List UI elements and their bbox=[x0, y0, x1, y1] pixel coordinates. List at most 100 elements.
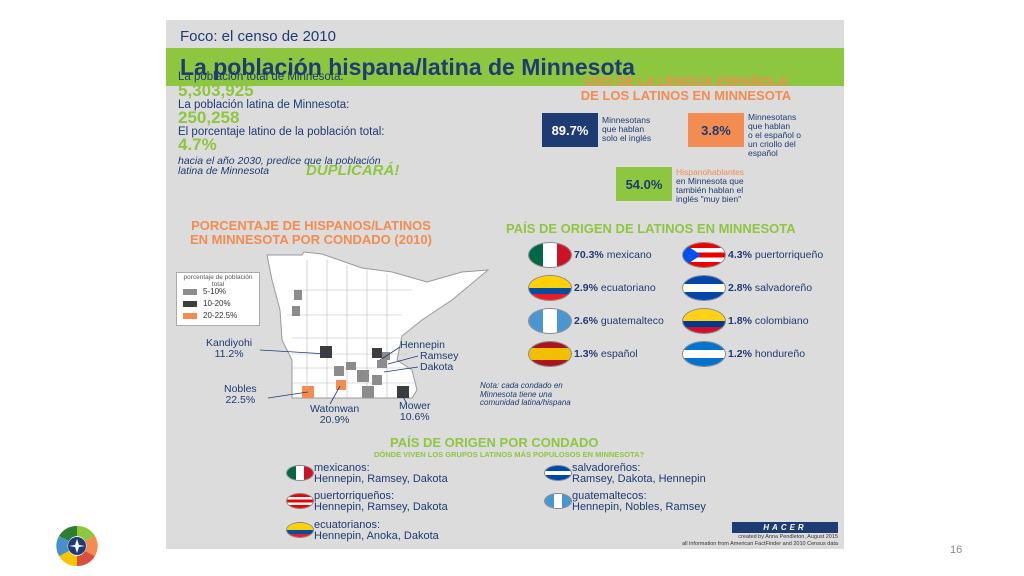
country-name: español bbox=[600, 348, 638, 360]
country-pct: 1.2% bbox=[728, 348, 752, 360]
note-line: comunidad latina/hispana bbox=[480, 398, 571, 407]
infographic-title: La población hispana/latina de Minnesota bbox=[180, 54, 635, 80]
spain-flag-icon bbox=[528, 341, 572, 367]
guatemala-flag-icon bbox=[544, 493, 572, 509]
latino-percent-label: El porcentaje latino de la población tot… bbox=[178, 126, 385, 138]
projection-line-2: latina de Minnesota bbox=[178, 165, 270, 177]
desc-line: Minnesotans bbox=[748, 112, 797, 122]
by-county-title: PAÍS DE ORIGEN POR CONDADO bbox=[390, 435, 599, 450]
legend-label: 5-10% bbox=[203, 287, 227, 296]
desc-line: inglés "muy bien" bbox=[676, 194, 742, 204]
label-watonwan: Watonwan 20.9% bbox=[310, 404, 359, 426]
label-kandiyohi: Kandiyohi 11.2% bbox=[206, 338, 252, 360]
country-name: guatemalteco bbox=[600, 315, 664, 327]
spanish-creole-stat: 3.8% bbox=[688, 113, 744, 147]
group-counties: Hennepin, Ramsey, Dakota bbox=[314, 473, 448, 485]
desc-line: Minnesotans bbox=[602, 115, 651, 125]
county-name: Watonwan bbox=[310, 403, 360, 415]
projection-emphasis: DUPLICARÁ! bbox=[306, 162, 400, 179]
country-pct: 2.8% bbox=[728, 282, 752, 294]
label-ramsey: Ramsey bbox=[420, 350, 459, 362]
by-county-subtitle: DÓNDE VIVEN LOS GRUPOS LATINOS MÁS POPUL… bbox=[374, 450, 645, 459]
county-name: Kandiyohi bbox=[206, 337, 253, 349]
origin-title: PAÍS DE ORIGEN DE LATINOS EN MINNESOTA bbox=[506, 221, 796, 236]
legend-label: 20-22.5% bbox=[203, 311, 238, 320]
desc-line: que hablan bbox=[602, 124, 645, 134]
projection-line-1: hacia el año 2030, predice que la poblac… bbox=[178, 155, 381, 167]
credit-source: all information from American FactFinder… bbox=[682, 541, 838, 547]
country-pct: 70.3% bbox=[574, 249, 604, 261]
group-name: puertorriqueños: bbox=[314, 490, 395, 502]
group-counties: Hennepin, Nobles, Ramsey bbox=[572, 501, 706, 513]
desc-line: o el español o bbox=[748, 130, 801, 140]
language-title: USO DE LA LENGUA ESPAÑOLA DE LOS LATINOS… bbox=[556, 75, 816, 103]
label-mower: Mower 10.6% bbox=[399, 401, 431, 423]
country-name: hondureño bbox=[754, 348, 806, 360]
puerto-rico-flag-icon bbox=[286, 493, 314, 509]
map-title-line-1: PORCENTAJE DE HISPANOS/LATINOS bbox=[191, 218, 431, 233]
legend-label: 10-20% bbox=[203, 299, 231, 308]
country-pct: 2.6% bbox=[574, 315, 598, 327]
desc-title: Hispanohablantes bbox=[676, 167, 745, 177]
latino-percent-value: 4.7% bbox=[178, 135, 217, 154]
country-hondureno: 1.2% hondureño bbox=[728, 348, 805, 360]
compass-logo-icon bbox=[56, 525, 98, 567]
ecuador-flag-icon bbox=[286, 522, 314, 538]
desc-line: también hablan el bbox=[676, 185, 744, 195]
country-name: salvadoreño bbox=[754, 282, 813, 294]
group-counties: Hennepin, Ramsey, Dakota bbox=[314, 501, 448, 513]
country-pct: 2.9% bbox=[574, 282, 598, 294]
country-name: puertorriqueño bbox=[754, 249, 824, 261]
note-line: Minnesota tiene una bbox=[480, 389, 553, 399]
country-name: mexicano bbox=[606, 249, 652, 261]
bilingual-desc: Hispanohablantes en Minnesota que tambié… bbox=[676, 168, 744, 204]
country-colombiano: 1.8% colombiano bbox=[728, 315, 809, 327]
slide-number: 16 bbox=[950, 544, 963, 556]
group-salvadorenos: salvadoreños: Ramsey, Dakota, Hennepin bbox=[572, 463, 706, 485]
colombia-flag-icon bbox=[682, 308, 726, 334]
ecuador-flag-icon bbox=[528, 275, 572, 301]
group-name: salvadoreños: bbox=[572, 462, 641, 474]
hacer-logo: HACER bbox=[732, 522, 838, 533]
desc-line: en Minnesota que bbox=[676, 176, 744, 186]
mexico-flag-icon bbox=[286, 465, 314, 481]
country-name: colombiano bbox=[754, 315, 809, 327]
country-salvadoreno: 2.8% salvadoreño bbox=[728, 282, 812, 294]
group-name: guatemaltecos: bbox=[572, 490, 647, 502]
note-line: Nota: cada condado en bbox=[480, 381, 563, 390]
country-pct: 1.3% bbox=[574, 348, 598, 360]
country-puertorriqueno: 4.3% puertorriqueño bbox=[728, 249, 823, 261]
credit-author: created by Anna Pendleton, August 2015 bbox=[738, 534, 838, 540]
country-name: ecuatoriano bbox=[600, 282, 656, 294]
map-title: PORCENTAJE DE HISPANOS/LATINOS EN MINNES… bbox=[186, 219, 436, 247]
group-name: mexicanos: bbox=[314, 462, 370, 474]
legend-swatch bbox=[183, 289, 197, 295]
label-nobles: Nobles 22.5% bbox=[224, 384, 257, 406]
map-title-line-2: EN MINNESOTA POR CONDADO (2010) bbox=[190, 232, 432, 247]
desc-line: español bbox=[748, 148, 778, 158]
label-hennepin: Hennepin bbox=[400, 339, 445, 351]
county-pct: 22.5% bbox=[225, 394, 256, 406]
county-pct: 10.6% bbox=[399, 411, 430, 423]
group-mexicanos: mexicanos: Hennepin, Ramsey, Dakota bbox=[314, 463, 448, 485]
legend-swatch bbox=[183, 301, 197, 307]
english-only-desc: Minnesotans que hablan solo el inglés bbox=[602, 116, 651, 143]
desc-line: que hablan bbox=[748, 121, 791, 131]
group-counties: Hennepin, Anoka, Dakota bbox=[314, 530, 439, 542]
country-mexicano: 70.3% mexicano bbox=[574, 249, 652, 261]
country-ecuatoriano: 2.9% ecuatoriano bbox=[574, 282, 656, 294]
mexico-flag-icon bbox=[528, 242, 572, 268]
country-espanol: 1.3% español bbox=[574, 348, 638, 360]
group-ecuatorianos: ecuatorianos: Hennepin, Anoka, Dakota bbox=[314, 520, 439, 542]
honduras-flag-icon bbox=[682, 341, 726, 367]
el-salvador-flag-icon bbox=[682, 275, 726, 301]
county-name: Nobles bbox=[224, 383, 257, 395]
latino-population-value: 250,258 bbox=[178, 108, 240, 127]
group-counties: Ramsey, Dakota, Hennepin bbox=[572, 473, 706, 485]
guatemala-flag-icon bbox=[528, 308, 572, 334]
title-bar: La población hispana/latina de Minnesota bbox=[166, 48, 844, 86]
group-guatemaltecos: guatemaltecos: Hennepin, Nobles, Ramsey bbox=[572, 491, 706, 513]
label-dakota: Dakota bbox=[420, 361, 454, 373]
el-salvador-flag-icon bbox=[544, 465, 572, 481]
language-title-line-2: DE LOS LATINOS EN MINNESOTA bbox=[580, 88, 792, 103]
